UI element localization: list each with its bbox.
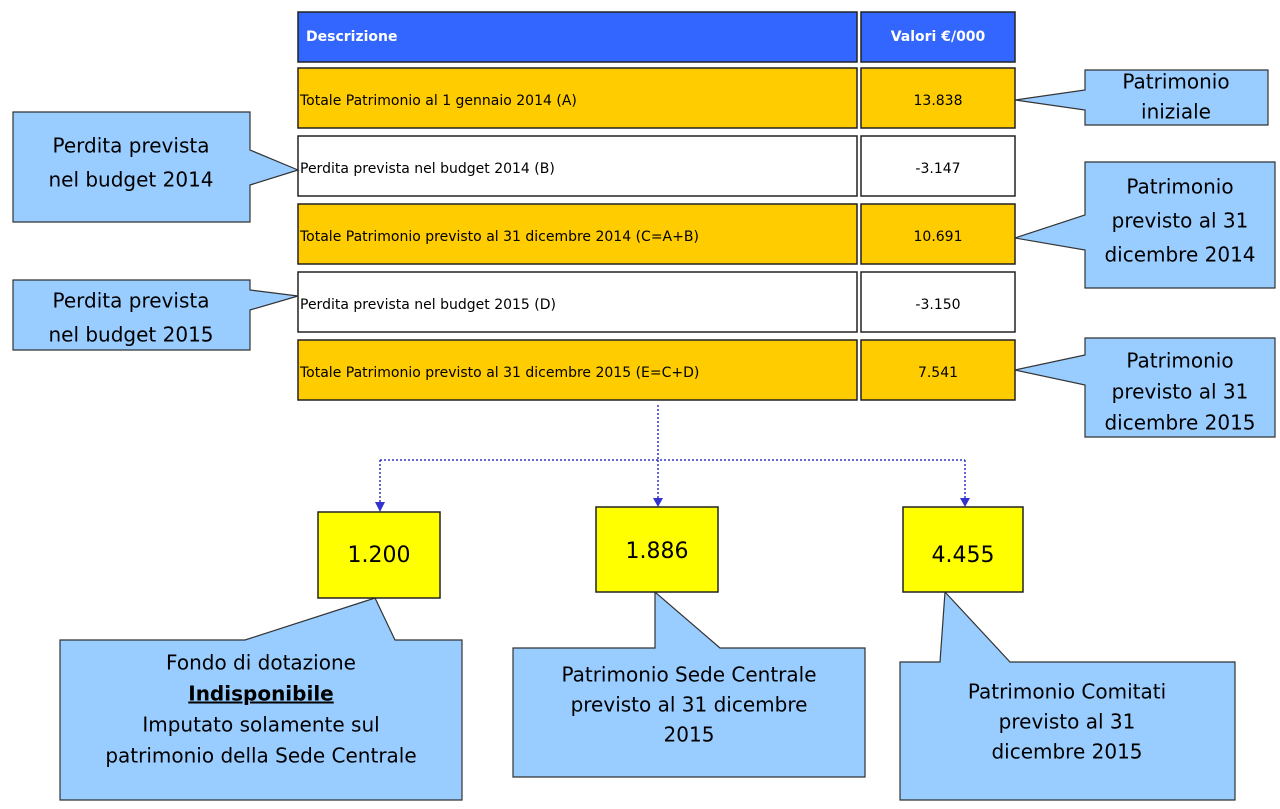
- callout: [12, 111, 300, 223]
- callout-text: Patrimonio Comitati: [968, 680, 1166, 704]
- row-value: 13.838: [914, 93, 963, 109]
- callout-text: iniziale: [1141, 100, 1211, 124]
- callout: [1014, 161, 1276, 289]
- box-value: 4.455: [932, 543, 995, 568]
- callout-text: Patrimonio: [1126, 175, 1233, 199]
- callout-text: nel budget 2014: [48, 168, 213, 192]
- row-description: Totale Patrimonio previsto al 31 dicembr…: [299, 365, 699, 381]
- table-rows: Totale Patrimonio al 1 gennaio 2014 (A) 1…: [297, 67, 1016, 401]
- header-cell: [860, 11, 1016, 63]
- row-value: 10.691: [914, 229, 963, 245]
- row-description: Perdita prevista nel budget 2014 (B): [300, 161, 555, 177]
- callout: [512, 590, 866, 778]
- callout-text: Perdita prevista: [53, 289, 210, 313]
- row-value: 7.541: [918, 365, 958, 381]
- connectors: [379, 405, 966, 502]
- row-cell: [860, 135, 1016, 197]
- callout-text: Fondo di dotazione: [166, 651, 356, 675]
- row-cell: [860, 203, 1016, 265]
- callout-text: previsto al 31 dicembre: [571, 693, 808, 717]
- callout: [1014, 69, 1269, 126]
- row-cell: [860, 271, 1016, 333]
- row-cell: [860, 339, 1016, 401]
- callout: [59, 597, 463, 801]
- header-text: Descrizione: [306, 29, 397, 45]
- callout-text: Indisponibile: [188, 682, 334, 706]
- callout-text: nel budget 2015: [48, 323, 213, 347]
- arrowheads: [375, 498, 970, 512]
- row-cell: [297, 339, 858, 401]
- row-description: Totale Patrimonio al 1 gennaio 2014 (A): [299, 93, 577, 109]
- callout-texts: Perdita prevista nel budget 2014 Perdita p…: [48, 70, 1255, 768]
- callout-text: Patrimonio: [1122, 70, 1229, 94]
- callout-text: dicembre 2015: [1104, 411, 1255, 435]
- value-box: [317, 511, 441, 599]
- row-cell: [860, 67, 1016, 129]
- callout-text: Perdita prevista: [53, 134, 210, 158]
- value-box: [595, 506, 719, 593]
- callout-text: previsto al 31: [999, 710, 1136, 734]
- header-text: Valori €/000: [891, 29, 986, 45]
- row-cell: [297, 271, 858, 333]
- callout: [899, 590, 1236, 801]
- callout: [12, 279, 299, 351]
- row-cell: [297, 135, 858, 197]
- callout-text: Imputato solamente sul: [142, 713, 379, 737]
- callout-text: Patrimonio Sede Centrale: [561, 663, 816, 687]
- callout-text: previsto al 31: [1112, 380, 1249, 404]
- callout-text: previsto al 31: [1112, 209, 1249, 233]
- header-cell: [297, 11, 858, 63]
- row-description: Totale Patrimonio previsto al 31 dicembr…: [299, 229, 699, 245]
- callout-text: dicembre 2015: [991, 740, 1142, 764]
- value-box: [902, 506, 1024, 593]
- callout-text: dicembre 2014: [1104, 243, 1255, 267]
- callout-text: 2015: [664, 723, 715, 747]
- row-value: -3.147: [915, 161, 960, 177]
- row-cell: [297, 203, 858, 265]
- row-value: -3.150: [915, 297, 960, 313]
- callout-text: Patrimonio: [1126, 349, 1233, 373]
- box-value: 1.200: [348, 543, 411, 568]
- row-cell: [297, 67, 858, 129]
- callout-text: patrimonio della Sede Centrale: [105, 744, 416, 768]
- row-description: Perdita prevista nel budget 2015 (D): [300, 297, 556, 313]
- callout: [1014, 337, 1276, 438]
- box-value: 1.886: [626, 539, 689, 564]
